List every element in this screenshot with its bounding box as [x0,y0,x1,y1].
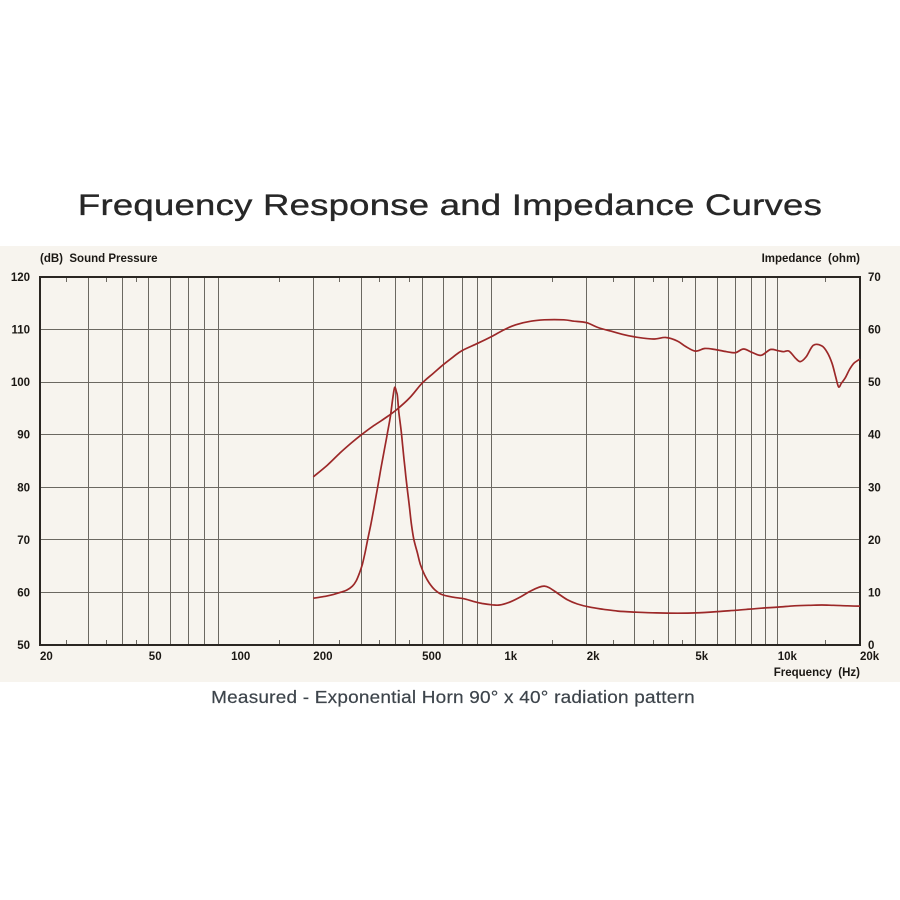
svg-text:100: 100 [11,377,30,389]
svg-text:90: 90 [17,430,30,442]
svg-text:Frequency (Hz): Frequency (Hz) [774,667,860,679]
svg-text:20k: 20k [860,651,880,663]
svg-text:20: 20 [40,651,53,663]
svg-text:110: 110 [11,325,30,337]
svg-text:200: 200 [313,651,332,663]
svg-text:(dB) Sound Pressure: (dB) Sound Pressure [40,253,158,265]
svg-text:60: 60 [868,325,881,337]
svg-text:5k: 5k [695,651,708,663]
svg-text:120: 120 [11,272,30,284]
svg-text:60: 60 [17,587,30,599]
svg-text:70: 70 [17,535,30,547]
svg-text:50: 50 [17,640,30,652]
svg-text:10: 10 [868,587,881,599]
svg-text:100: 100 [231,651,250,663]
svg-text:1k: 1k [504,651,517,663]
svg-text:80: 80 [17,482,30,494]
svg-text:Impedance (ohm): Impedance (ohm) [762,253,861,265]
svg-text:40: 40 [868,430,881,442]
svg-text:10k: 10k [778,651,798,663]
svg-text:70: 70 [868,272,881,284]
svg-text:500: 500 [422,651,441,663]
svg-text:30: 30 [868,482,881,494]
svg-text:2k: 2k [587,651,600,663]
svg-text:50: 50 [149,651,162,663]
svg-text:50: 50 [868,377,881,389]
svg-text:0: 0 [868,640,874,652]
svg-text:20: 20 [868,535,881,547]
